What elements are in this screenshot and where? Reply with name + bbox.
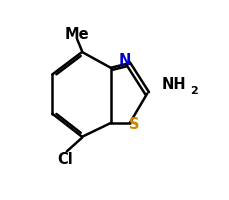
- Text: 2: 2: [190, 85, 198, 95]
- Text: S: S: [129, 117, 140, 132]
- Text: N: N: [119, 52, 131, 67]
- Text: Me: Me: [65, 27, 90, 42]
- Text: Cl: Cl: [57, 151, 73, 166]
- Text: NH: NH: [162, 77, 186, 92]
